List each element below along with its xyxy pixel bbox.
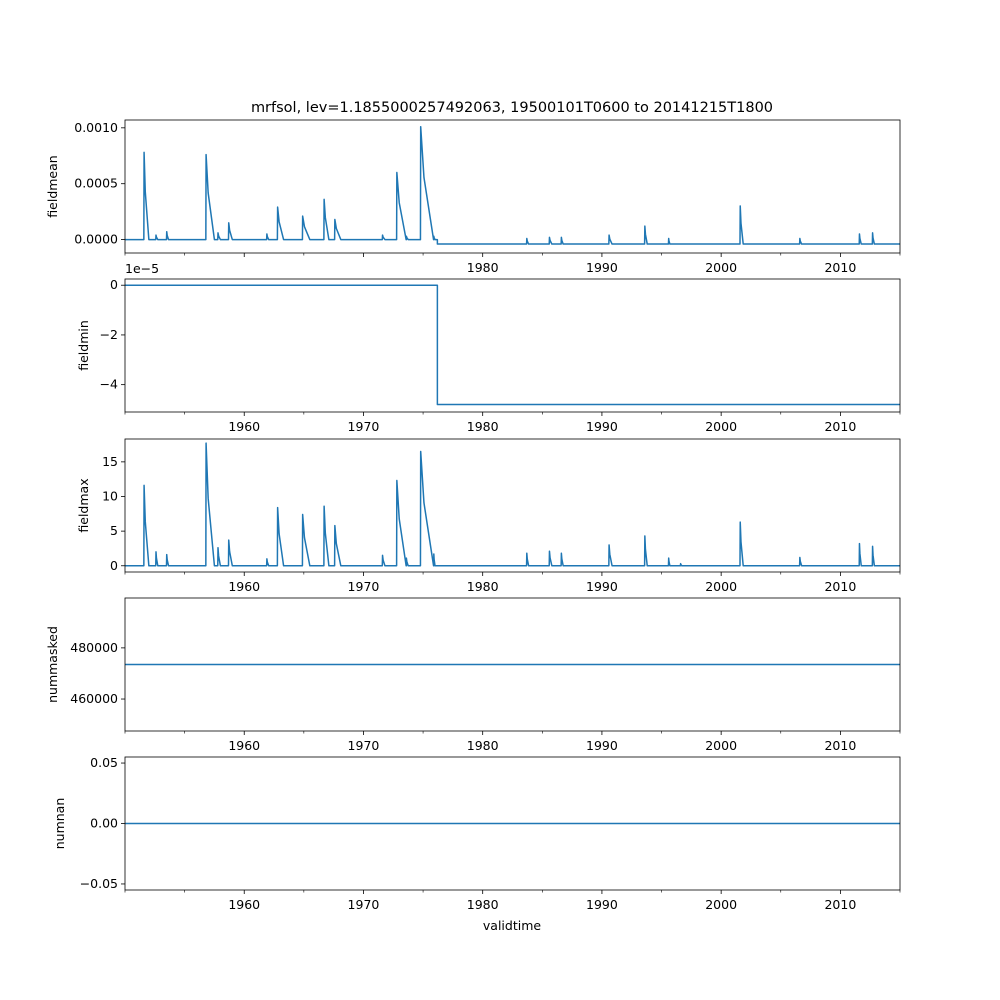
subplot-fieldmax: 0 5 10 15 1960 1970 1980 1990 2000 2010 fieldmax [76, 438, 901, 594]
axes-frame [124, 278, 901, 413]
x-tick-label: 2010 [824, 579, 856, 594]
x-tick-label: 2000 [705, 738, 737, 753]
y-tick-label: 0 [110, 277, 118, 292]
y-offset-text: 1e−5 [125, 261, 159, 276]
y-tick-label: 5 [110, 523, 118, 538]
y-tick-label: 0.05 [90, 755, 118, 770]
series-line-fieldmax [125, 442, 900, 567]
y-axis-label-nummasked: nummasked [45, 626, 60, 703]
axes-frame [124, 597, 901, 732]
subplot-fieldmean: 0.0000 0.0005 0.0010 1980 1990 2000 2010 fieldm… [45, 119, 901, 275]
y-tick-label: 15 [102, 454, 118, 469]
x-tick-label: 2000 [705, 260, 737, 275]
x-tick-label: 2010 [824, 419, 856, 434]
x-tick-label: 2000 [705, 419, 737, 434]
x-tick-label: 1980 [467, 897, 499, 912]
x-tick-label: 1960 [228, 419, 260, 434]
axes-frame [124, 119, 901, 254]
x-tick-label: 2000 [705, 579, 737, 594]
y-tick-label: 0.0005 [74, 176, 118, 191]
x-tick-label: 2010 [824, 897, 856, 912]
y-tick-label: 460000 [70, 691, 118, 706]
x-axis-label: validtime [483, 918, 541, 933]
x-tick-label: 1970 [348, 738, 380, 753]
subplot-nummasked: 460000 480000 1960 1970 1980 1990 2000 2010 numm… [45, 597, 901, 753]
x-tick-label: 2000 [705, 897, 737, 912]
x-tick-label: 1960 [228, 579, 260, 594]
y-axis-label-fieldmax: fieldmax [76, 478, 91, 532]
x-tick-label: 1990 [586, 260, 618, 275]
x-tick-label: 1980 [467, 260, 499, 275]
x-tick-label: 1960 [228, 897, 260, 912]
x-tick-label: 1960 [228, 738, 260, 753]
y-tick-label: −2 [100, 327, 118, 342]
y-tick-label: 480000 [70, 640, 118, 655]
subplot-fieldmin: 0 −2 −4 1960 1970 1980 1990 2000 2010 fieldmin 1e−… [76, 261, 901, 434]
subplot-numnan: −0.05 0.00 0.05 1960 1970 1980 1990 2000 2010 num… [52, 755, 901, 912]
x-tick-label: 2010 [824, 738, 856, 753]
y-axis-label-fieldmin: fieldmin [76, 320, 91, 371]
x-tick-label: 1990 [586, 419, 618, 434]
x-tick-label: 1970 [348, 897, 380, 912]
x-tick-label: 1990 [586, 738, 618, 753]
series-line-fieldmin [125, 284, 900, 406]
x-tick-label: 1990 [586, 897, 618, 912]
x-tick-label: 2010 [824, 260, 856, 275]
series-line-fieldmean [125, 125, 900, 245]
x-tick-label: 1980 [467, 419, 499, 434]
y-axis-label-numnan: numnan [52, 798, 67, 850]
x-tick-label: 1970 [348, 419, 380, 434]
x-tick-label: 1980 [467, 738, 499, 753]
y-tick-label: −0.05 [80, 876, 118, 891]
y-axis-label-fieldmean: fieldmean [45, 155, 60, 217]
y-tick-label: 0.0000 [74, 232, 118, 247]
y-tick-label: 10 [102, 488, 118, 503]
chart-title: mrfsol, lev=1.1855000257492063, 19500101… [251, 100, 773, 116]
y-tick-label: −4 [100, 377, 118, 392]
y-tick-label: 0.0010 [74, 120, 118, 135]
x-tick-label: 1990 [586, 579, 618, 594]
x-tick-label: 1970 [348, 579, 380, 594]
y-tick-label: 0 [110, 558, 118, 573]
axes-frame [124, 438, 901, 573]
y-tick-label: 0.00 [90, 816, 118, 831]
x-tick-label: 1980 [467, 579, 499, 594]
